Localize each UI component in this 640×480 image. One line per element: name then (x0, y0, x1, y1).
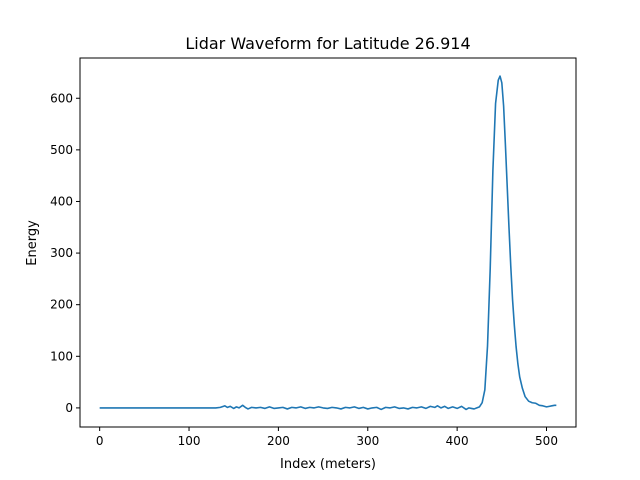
y-tick-label: 100 (50, 349, 73, 363)
y-tick-label: 400 (50, 194, 73, 208)
y-axis: 0 100 200 300 400 500 600 (50, 91, 80, 415)
y-tick-label: 600 (50, 91, 73, 105)
x-tick-label: 0 (96, 434, 104, 448)
x-tick-label: 100 (178, 434, 201, 448)
chart-title: Lidar Waveform for Latitude 26.914 (185, 34, 470, 53)
series-line (99, 75, 557, 411)
y-tick-label: 300 (50, 246, 73, 260)
y-tick-label: 0 (65, 401, 73, 415)
y-axis-label: Energy (25, 220, 40, 266)
x-axis: 0 100 200 300 400 500 (96, 427, 558, 448)
y-tick-label: 200 (50, 298, 73, 312)
plot-frame (79, 57, 577, 428)
x-tick-label: 300 (356, 434, 379, 448)
x-tick-label: 500 (535, 434, 558, 448)
x-tick-label: 200 (267, 434, 290, 448)
x-axis-label: Index (meters) (280, 457, 376, 472)
y-tick-label: 500 (50, 143, 73, 157)
x-tick-label: 400 (446, 434, 469, 448)
